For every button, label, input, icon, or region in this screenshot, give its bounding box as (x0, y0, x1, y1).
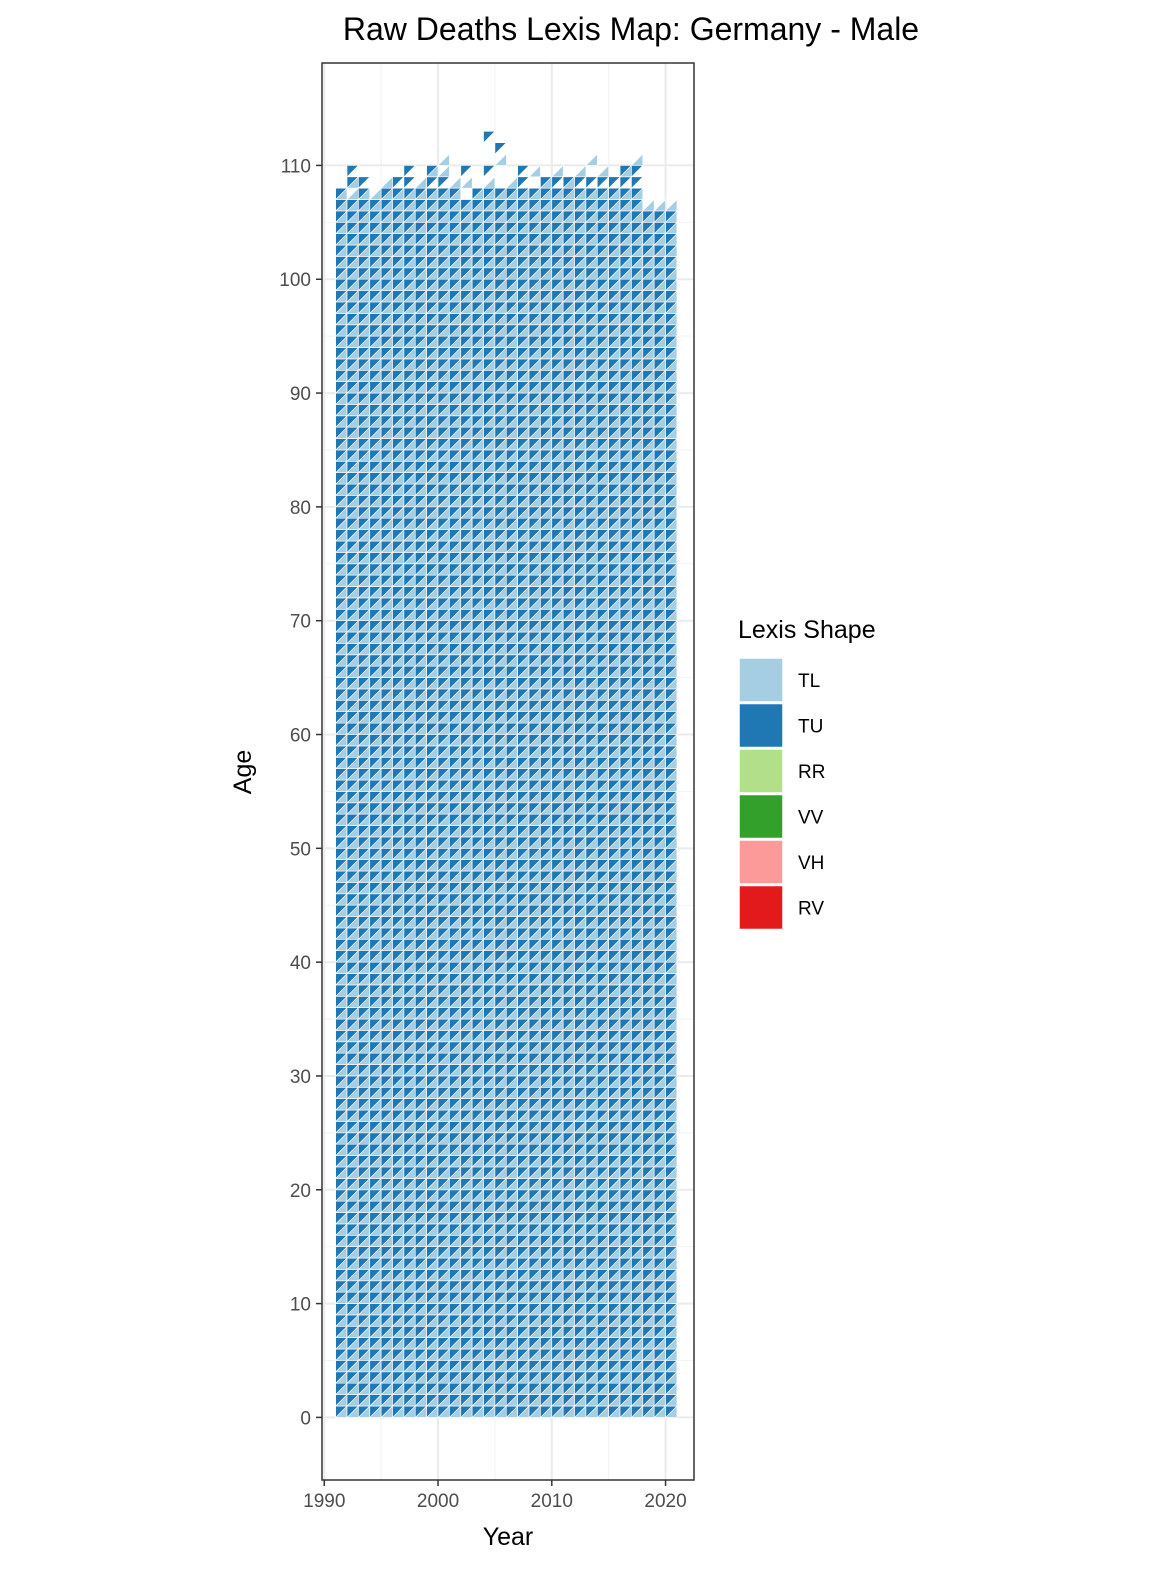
lexis-cells (334, 130, 678, 1419)
plot-area (321, 62, 695, 1481)
chart-title: Raw Deaths Lexis Map: Germany - Male (343, 11, 919, 47)
